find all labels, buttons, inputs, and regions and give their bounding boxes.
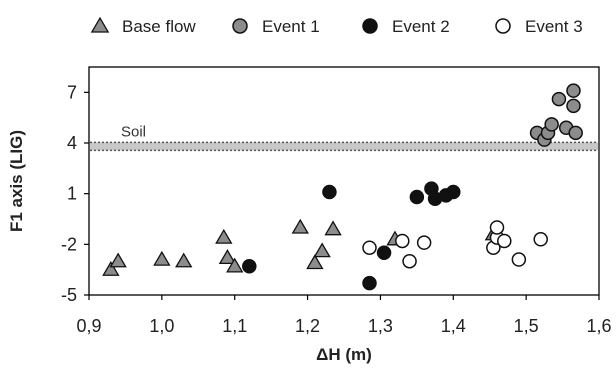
- data-point: [215, 228, 233, 244]
- x-tick-label: 1,1: [222, 316, 247, 336]
- legend-label: Event 1: [262, 17, 320, 36]
- soil-label: Soil: [121, 123, 146, 140]
- data-point: [175, 252, 193, 268]
- data-point: [109, 252, 127, 268]
- data-points: [102, 83, 583, 291]
- y-axis-title: F1 axis (LIG): [7, 130, 26, 232]
- data-point: [551, 91, 567, 107]
- legend: Base flow Event 1 Event 2 Event 3: [90, 16, 583, 36]
- legend-marker: [362, 18, 378, 34]
- x-tick-label: 1,6: [586, 316, 611, 336]
- x-axis-title: ΔH (m): [316, 345, 372, 364]
- x-tick-label: 1,2: [295, 316, 320, 336]
- data-point: [324, 220, 342, 236]
- legend-label: Event 2: [392, 17, 450, 36]
- data-point: [416, 235, 432, 250]
- x-tick-label: 1,5: [514, 316, 539, 336]
- data-point: [102, 260, 120, 276]
- y-tick-label: -2: [61, 234, 77, 254]
- legend-label: Base flow: [122, 17, 196, 36]
- x-tick-label: 1,4: [441, 316, 466, 336]
- series-event-2: [242, 181, 461, 291]
- legend-marker: [495, 18, 511, 34]
- data-point: [446, 184, 461, 200]
- data-point: [226, 257, 244, 273]
- data-point: [533, 232, 548, 247]
- y-tick-label: 4: [67, 133, 77, 153]
- data-point: [153, 250, 171, 266]
- data-point: [409, 189, 425, 205]
- data-point: [362, 275, 377, 291]
- data-point: [566, 83, 581, 98]
- series-event-3: [362, 220, 548, 269]
- data-point: [511, 252, 527, 267]
- data-point: [566, 98, 581, 114]
- data-point: [242, 259, 257, 274]
- soil-band-fill: [90, 142, 598, 151]
- y-axis-ticks: 7 4 1 -2 -5: [61, 82, 89, 305]
- data-point: [313, 242, 331, 258]
- x-tick-label: 0,9: [76, 316, 101, 336]
- data-point: [544, 117, 559, 132]
- legend-label: Event 3: [525, 17, 583, 36]
- data-point: [568, 125, 583, 141]
- data-point: [306, 254, 324, 270]
- y-tick-label: 1: [67, 184, 77, 204]
- data-point: [402, 253, 417, 269]
- y-tick-label: -5: [61, 285, 77, 305]
- plot-frame: [88, 66, 600, 296]
- data-point: [362, 240, 377, 255]
- series-base-flow: [102, 218, 503, 276]
- data-point: [322, 184, 337, 200]
- x-axis-ticks: 0,9 1,0 1,1 1,2 1,3 1,4 1,5 1,6: [76, 295, 612, 336]
- series-event-1: [529, 83, 583, 147]
- legend-marker: [232, 18, 248, 34]
- data-point: [218, 249, 237, 265]
- data-point: [291, 218, 309, 234]
- soil-band: Soil: [90, 123, 598, 152]
- y-tick-label: 7: [67, 82, 77, 102]
- legend-marker: [90, 16, 110, 33]
- data-point: [395, 233, 410, 249]
- x-tick-label: 1,3: [368, 316, 393, 336]
- data-point: [376, 245, 392, 261]
- data-point: [489, 220, 505, 235]
- data-point: [497, 233, 512, 249]
- x-tick-label: 1,0: [149, 316, 174, 336]
